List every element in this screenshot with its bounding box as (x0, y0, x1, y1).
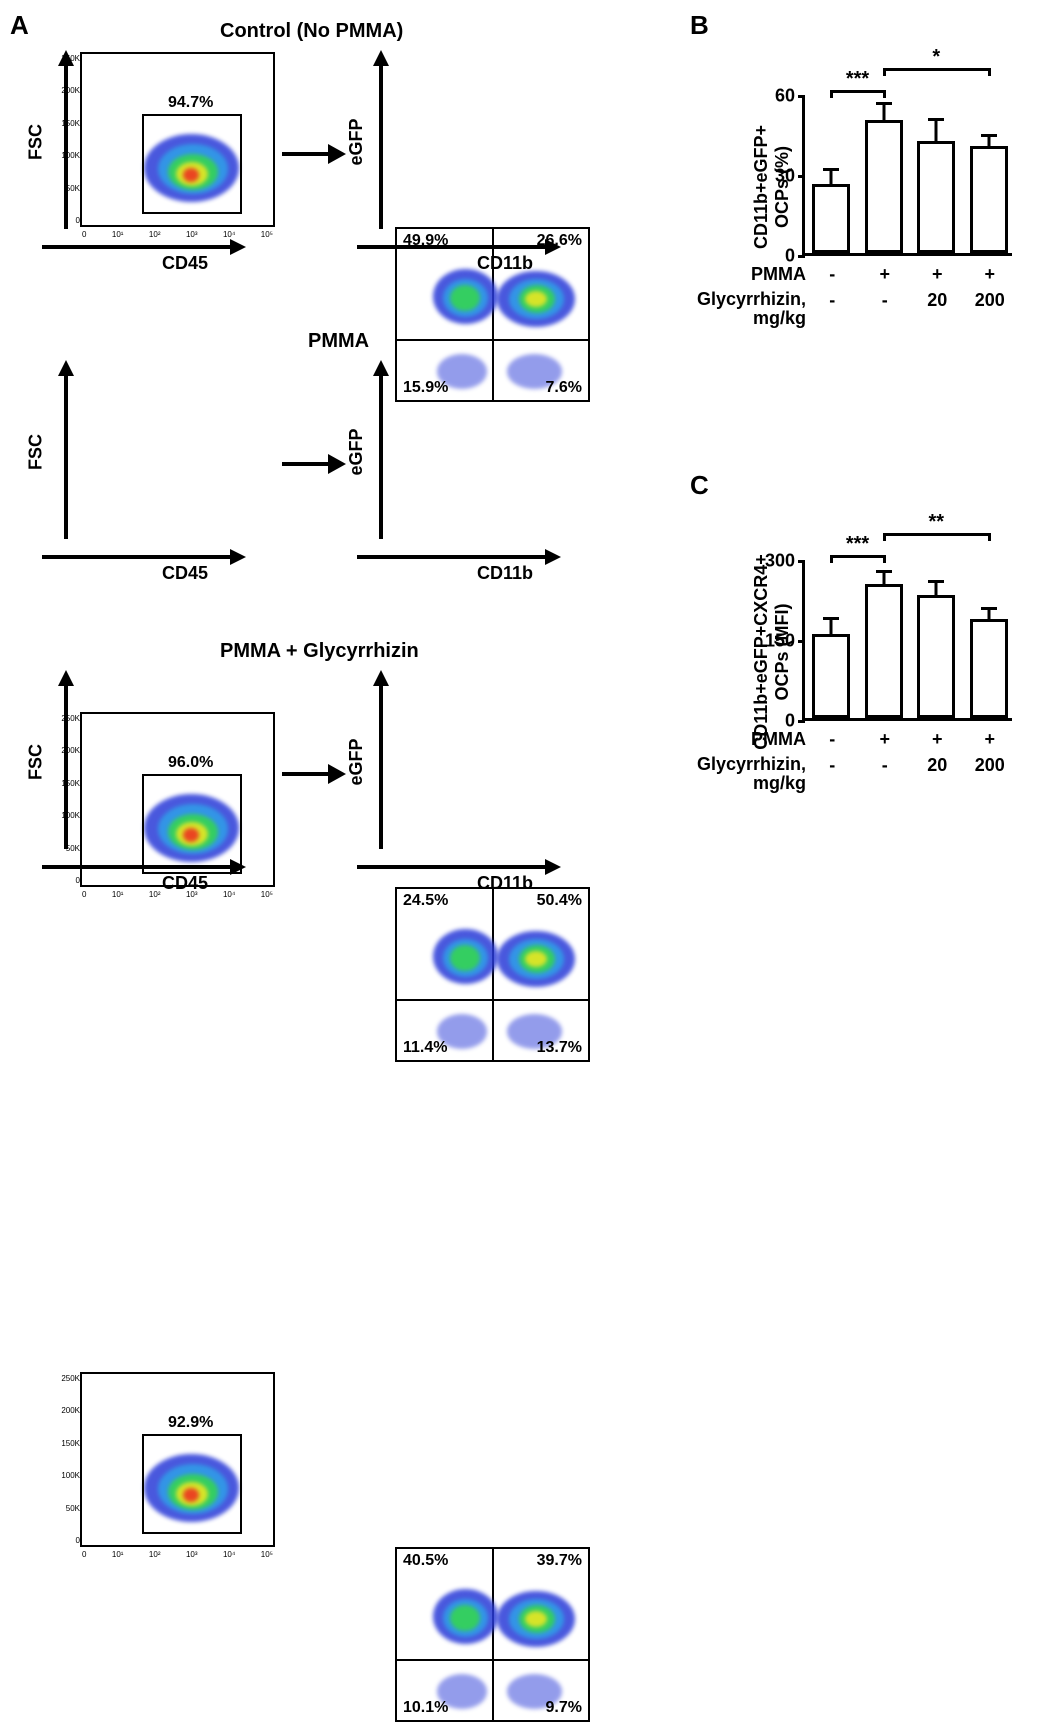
y-tick-label: 30 (775, 166, 795, 187)
x-cell: + (859, 264, 912, 285)
bar (812, 634, 850, 718)
bar (970, 146, 1008, 253)
x-axis-label: CD11b (477, 563, 533, 584)
bar (812, 184, 850, 253)
x-cell: + (859, 729, 912, 750)
y-tick-label: 300 (765, 551, 795, 572)
x-axis-label: CD45 (162, 563, 208, 584)
y-axis: eGFP (353, 54, 383, 229)
x-row-pmma: PMMA-+++ (686, 264, 1016, 285)
x-cell: + (911, 729, 964, 750)
bar (917, 595, 955, 718)
plot-area: 03060**** (802, 96, 1012, 256)
x-axis: CD45 (42, 245, 242, 275)
gate-box (142, 774, 242, 874)
x-axis: CD45 (42, 555, 242, 585)
significance-label: ** (928, 511, 944, 534)
facs-plot-egfp-cd11b: 24.5%50.4%11.4%13.7% (395, 887, 590, 1062)
y-axis-label: FSC (26, 744, 47, 780)
y-axis-label: FSC (26, 434, 47, 470)
x-cell: + (911, 264, 964, 285)
x-cell: 20 (911, 755, 964, 793)
x-cell: 200 (964, 290, 1017, 328)
gate-percent: 92.9% (168, 1414, 213, 1432)
y-axis-label: eGFP (346, 428, 367, 475)
x-cell: - (859, 290, 912, 328)
quadrant-lr: 7.6% (546, 379, 582, 397)
significance-label: *** (846, 533, 869, 556)
y-axis: eGFP (353, 364, 383, 539)
x-row-label: Glycyrrhizin,mg/kg (686, 290, 806, 328)
x-row-label: PMMA (686, 729, 806, 750)
y-axis-title-line: CD11b+eGFP+ (751, 87, 772, 287)
flow-row-title: PMMA + Glycyrrhizin (220, 640, 419, 663)
y-axis-title-line: CD11b+eGFP+CXCR4+ (751, 552, 772, 752)
quadrant-ur: 39.7% (537, 1552, 582, 1570)
quadrant-ll: 11.4% (403, 1039, 447, 1057)
x-cell: 200 (964, 755, 1017, 793)
x-axis-label: CD11b (477, 253, 533, 274)
x-row-label: PMMA (686, 264, 806, 285)
flow-row-title: Control (No PMMA) (220, 20, 403, 43)
panel-b-chart: CD11b+eGFP+OCPs (%)03060****PMMA-+++Glyc… (740, 40, 1040, 410)
x-row-label: Glycyrrhizin,mg/kg (686, 755, 806, 793)
y-tick-label: 150 (765, 631, 795, 652)
facs-plot-fsc-cd45: 250K200K150K100K50K092.9%010¹10²10³10⁴10… (80, 1372, 275, 1547)
bar (865, 584, 903, 718)
x-axis-label: CD11b (477, 873, 533, 894)
flow-row-title: PMMA (308, 330, 369, 353)
bar (970, 619, 1008, 718)
x-axis: CD11b (357, 555, 557, 585)
facs-plot-egfp-cd11b: 40.5% 39.7% 10.1% 9.7% (395, 1547, 590, 1722)
gate-box (142, 114, 242, 214)
x-cell: 20 (911, 290, 964, 328)
x-axis: CD45 (42, 865, 242, 895)
x-cell: - (806, 755, 859, 793)
x-axis-label: CD45 (162, 873, 208, 894)
quadrant-ll: 10.1% (403, 1699, 448, 1717)
x-axis: CD11b (357, 245, 557, 275)
bar (865, 120, 903, 253)
x-cell: - (859, 755, 912, 793)
significance-label: *** (846, 68, 869, 91)
significance-label: * (932, 46, 940, 69)
link-arrow (282, 152, 342, 156)
y-axis-label: eGFP (346, 118, 367, 165)
y-axis: FSC (38, 674, 68, 849)
x-cell: - (806, 729, 859, 750)
x-cell: + (964, 729, 1017, 750)
x-axis: CD11b (357, 865, 557, 895)
gate-percent: 94.7% (168, 94, 213, 112)
quadrant-ll: 15.9% (403, 379, 448, 397)
quadrant-lr: 9.7% (546, 1699, 582, 1717)
y-axis: FSC (38, 364, 68, 539)
x-row-pmma: PMMA-+++ (686, 729, 1016, 750)
gate-box (142, 1434, 242, 1534)
y-axis-label: FSC (26, 124, 47, 160)
plot-area: 0150300***** (802, 561, 1012, 721)
x-row-glycyrrhizin: Glycyrrhizin,mg/kg--20200 (686, 755, 1016, 793)
y-axis-label: eGFP (346, 738, 367, 785)
x-cell: - (806, 290, 859, 328)
facs-plot-fsc-cd45: 250K200K150K100K50K094.7%010¹10²10³10⁴10… (80, 52, 275, 227)
gate-percent: 96.0% (168, 754, 213, 772)
y-axis: eGFP (353, 674, 383, 849)
quadrant-lr: 13.7% (537, 1039, 582, 1057)
y-tick-label: 60 (775, 86, 795, 107)
quadrant-ul: 40.5% (403, 1552, 448, 1570)
bar (917, 141, 955, 253)
panel-letter-c: C (690, 470, 709, 501)
panel-letter-a: A (10, 10, 29, 41)
link-arrow (282, 772, 342, 776)
link-arrow (282, 462, 342, 466)
panel-letter-b: B (690, 10, 709, 41)
x-row-glycyrrhizin: Glycyrrhizin,mg/kg--20200 (686, 290, 1016, 328)
x-cell: + (964, 264, 1017, 285)
panel-c-chart: CD11b+eGFP+CXCR4+OCPs (MFI)0150300*****P… (740, 505, 1040, 875)
x-cell: - (806, 264, 859, 285)
x-axis-label: CD45 (162, 253, 208, 274)
